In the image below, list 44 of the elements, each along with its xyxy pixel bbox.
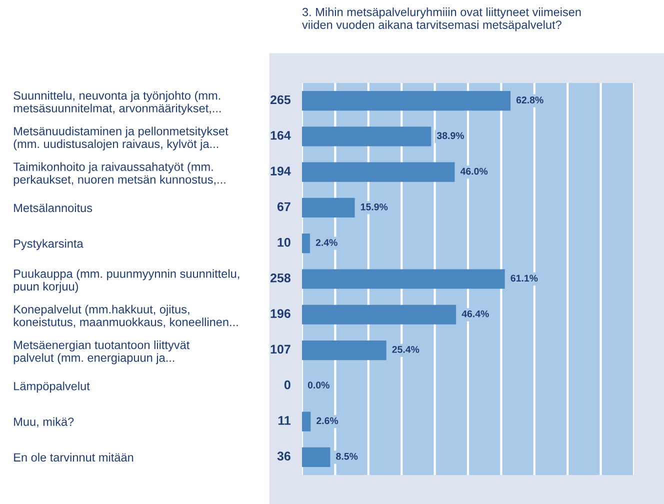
- bar: [302, 447, 330, 467]
- data-label: 2.6%: [316, 417, 338, 424]
- y-tick-label: Metsänuudistaminen ja pellonmetsitykset (mm. uudistusalojen raivaus, kylvöt ja...: [14, 126, 228, 150]
- y-tick-label: Konepalvelut (mm.hakkuut, ojitus, koneistutus, maanmuokkaus, koneellinen...: [14, 304, 238, 328]
- data-label: 61.1%: [510, 274, 538, 282]
- text: 36: [277, 452, 290, 461]
- bar: [302, 162, 455, 182]
- bar: [302, 234, 310, 254]
- text: 164: [270, 130, 291, 140]
- bar: [302, 126, 432, 146]
- data-label: 15.9%: [360, 203, 388, 210]
- data-label: 38.9%: [436, 132, 464, 140]
- chart-title: 3. Mihin metsäpalveluryhmiiin ovat liittyneet viimeisen viiden vuoden aikana tarvitsemasi metsäpalvelut?: [302, 8, 581, 32]
- data-label: 8.5%: [336, 452, 358, 460]
- text: 0: [284, 380, 290, 390]
- data-label: 46.0%: [460, 168, 488, 175]
- text: 10: [278, 238, 290, 247]
- text: 11: [278, 416, 291, 425]
- y-tick-label: Taimikonhoito ja raivaussahatyöt (mm. perkaukset, nuoren metsän kunnostus,...: [13, 162, 226, 186]
- y-tick-label: Metsälannoitus: [14, 203, 92, 212]
- bar: [302, 412, 311, 432]
- y-tick-label: Suunnittelu, neuvonta ja työnjohto (mm. metsäsuunnitelmat, arvonmääritykset,...: [14, 91, 221, 115]
- bar: [302, 269, 505, 289]
- bar: [302, 91, 510, 111]
- bar: [302, 340, 386, 360]
- data-label: 62.8%: [516, 96, 544, 104]
- y-tick-label: Lämpöpalvelut: [14, 382, 90, 393]
- y-tick-label: Muu, mikä?: [14, 417, 74, 428]
- bar: [302, 198, 355, 218]
- text: 194: [270, 166, 291, 176]
- text: 265: [270, 95, 291, 104]
- text: 67: [277, 202, 290, 212]
- text: 107: [270, 344, 290, 354]
- text: 258: [270, 274, 291, 282]
- data-label: 25.4%: [392, 346, 420, 353]
- data-label: 46.4%: [462, 310, 489, 318]
- y-tick-label: Puukauppa (mm. puunmyynnin suunnittelu, puun korjuu): [14, 269, 240, 293]
- y-tick-label: En ole tarvinnut mitään: [14, 452, 134, 462]
- data-label: 2.4%: [316, 239, 338, 246]
- bar: [302, 304, 456, 324]
- y-tick-label: Metsäenergian tuotantoon liittyvät palvelut (mm. energiapuun ja...: [14, 340, 190, 364]
- data-label: 0.0%: [308, 382, 330, 389]
- y-tick-label: Pystykarsinta: [14, 239, 84, 250]
- text: 196: [270, 309, 290, 318]
